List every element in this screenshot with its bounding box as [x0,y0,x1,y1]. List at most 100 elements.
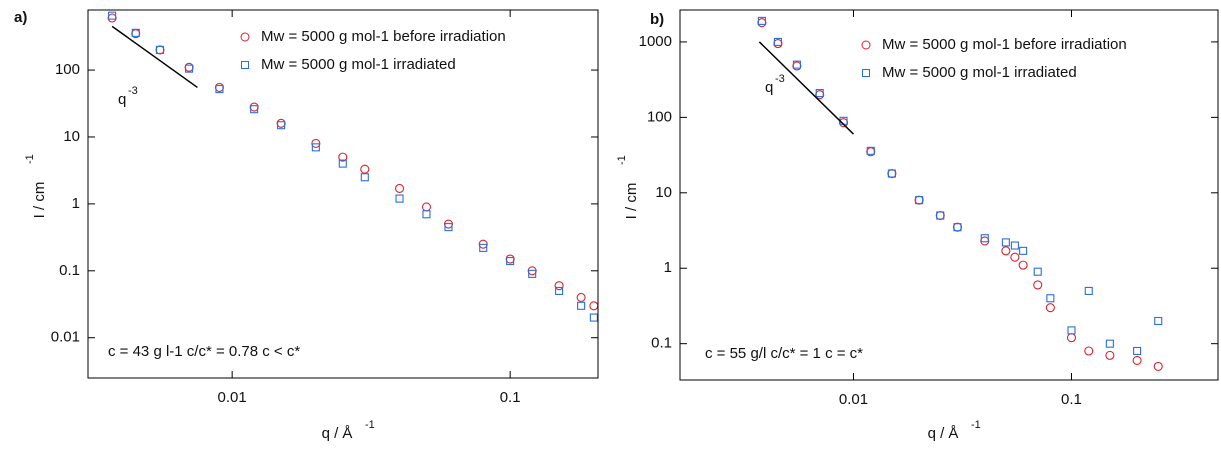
point [757,18,767,28]
y-tick-label: 10 [63,128,80,145]
point [554,281,564,291]
point [1067,326,1076,335]
legend-label: Mw = 5000 g mol-1 irradiated [261,56,456,73]
point [1046,294,1055,303]
y-tick-label: 0.01 [51,329,80,346]
point [338,159,347,168]
point [935,210,945,221]
panel: a) 0.01 0.1 1 10 100 0.01 0.1 q-3 Mw = 5000 g mol… [14,9,599,442]
legend-label: Mw = 5000 g mol-1 before irradiation [882,36,1127,53]
y-tick-label: 1000 [639,33,672,50]
x-axis-label: q / Å [322,425,353,442]
point [505,254,515,264]
point [1105,350,1115,360]
point [815,89,824,98]
point [131,28,140,37]
point [215,85,224,94]
point [1045,303,1055,313]
point [914,195,924,205]
annotation: c = 43 g l-1 c/c* = 0.78 c < c* [108,343,300,360]
panel: b) 0.1 1 10 100 1000 0.01 0.1 q-3 Mw = 5000 g mol… [616,9,1219,442]
point [184,62,194,72]
y-axis-label: I / cm [623,183,640,220]
point [1018,260,1028,270]
point [360,164,370,174]
y-axis-label: I / cm [31,182,48,219]
point [107,13,117,23]
point [214,82,224,92]
point [555,286,564,295]
x-axis-label: q / Å [928,425,959,442]
point [421,202,432,212]
point [887,169,896,178]
point [1133,346,1142,356]
point [887,168,897,179]
fit-label: q [118,91,126,108]
legend-marker [862,69,870,77]
plot-frame [87,9,599,379]
legend-label: Mw = 5000 g mol-1 before irradiation [261,28,506,45]
point [576,292,586,302]
x-axis-label-sup: -1 [365,419,375,431]
point [506,256,515,266]
point [936,211,945,220]
point [1010,241,1019,250]
x-tick-label: 0.1 [500,389,521,406]
point [185,64,194,73]
point [1132,355,1142,365]
y-tick-label: 1 [664,259,672,276]
point [589,313,598,322]
point [249,102,259,112]
point [1153,361,1163,371]
point [276,118,286,128]
point [1084,346,1094,356]
point [1019,246,1028,255]
point [952,222,963,232]
point [1033,267,1042,276]
point [528,269,537,278]
y-tick-label: 100 [647,108,672,125]
y-tick-label: 1 [72,195,80,212]
point [1001,238,1010,247]
point [577,301,586,310]
point [1033,280,1043,290]
x-axis-label-sup: -1 [971,419,981,431]
point [1105,339,1114,348]
x-tick-label: 0.01 [839,391,868,408]
point [980,234,989,243]
y-tick-label: 0.1 [651,335,672,352]
panel-label: a) [14,9,27,26]
point [277,121,286,130]
point [792,60,801,69]
panel-label: b) [650,11,664,28]
point [1154,316,1163,326]
point [479,243,488,252]
point [1066,333,1077,343]
point [589,301,599,311]
plot-frame [679,9,1219,381]
point [422,210,431,219]
y-tick-label: 0.1 [59,262,80,279]
fit-label-sup: -3 [775,73,785,85]
point [394,183,405,194]
legend-marker [241,61,249,69]
point [1084,286,1093,295]
point [360,173,369,182]
point [838,118,849,128]
y-axis-label-sup: -1 [24,154,36,164]
y-tick-label: 10 [655,184,672,201]
x-tick-label: 0.01 [218,389,247,406]
legend-marker [240,32,250,42]
x-tick-label: 0.1 [1061,391,1082,408]
point [866,146,875,155]
y-tick-label: 100 [55,61,80,78]
point [773,37,782,46]
point [155,45,165,55]
point [953,223,962,232]
y-axis-label-sup: -1 [616,155,628,165]
point [773,39,783,49]
point [155,45,165,54]
point [1001,246,1011,256]
fit-label: q [765,79,773,96]
